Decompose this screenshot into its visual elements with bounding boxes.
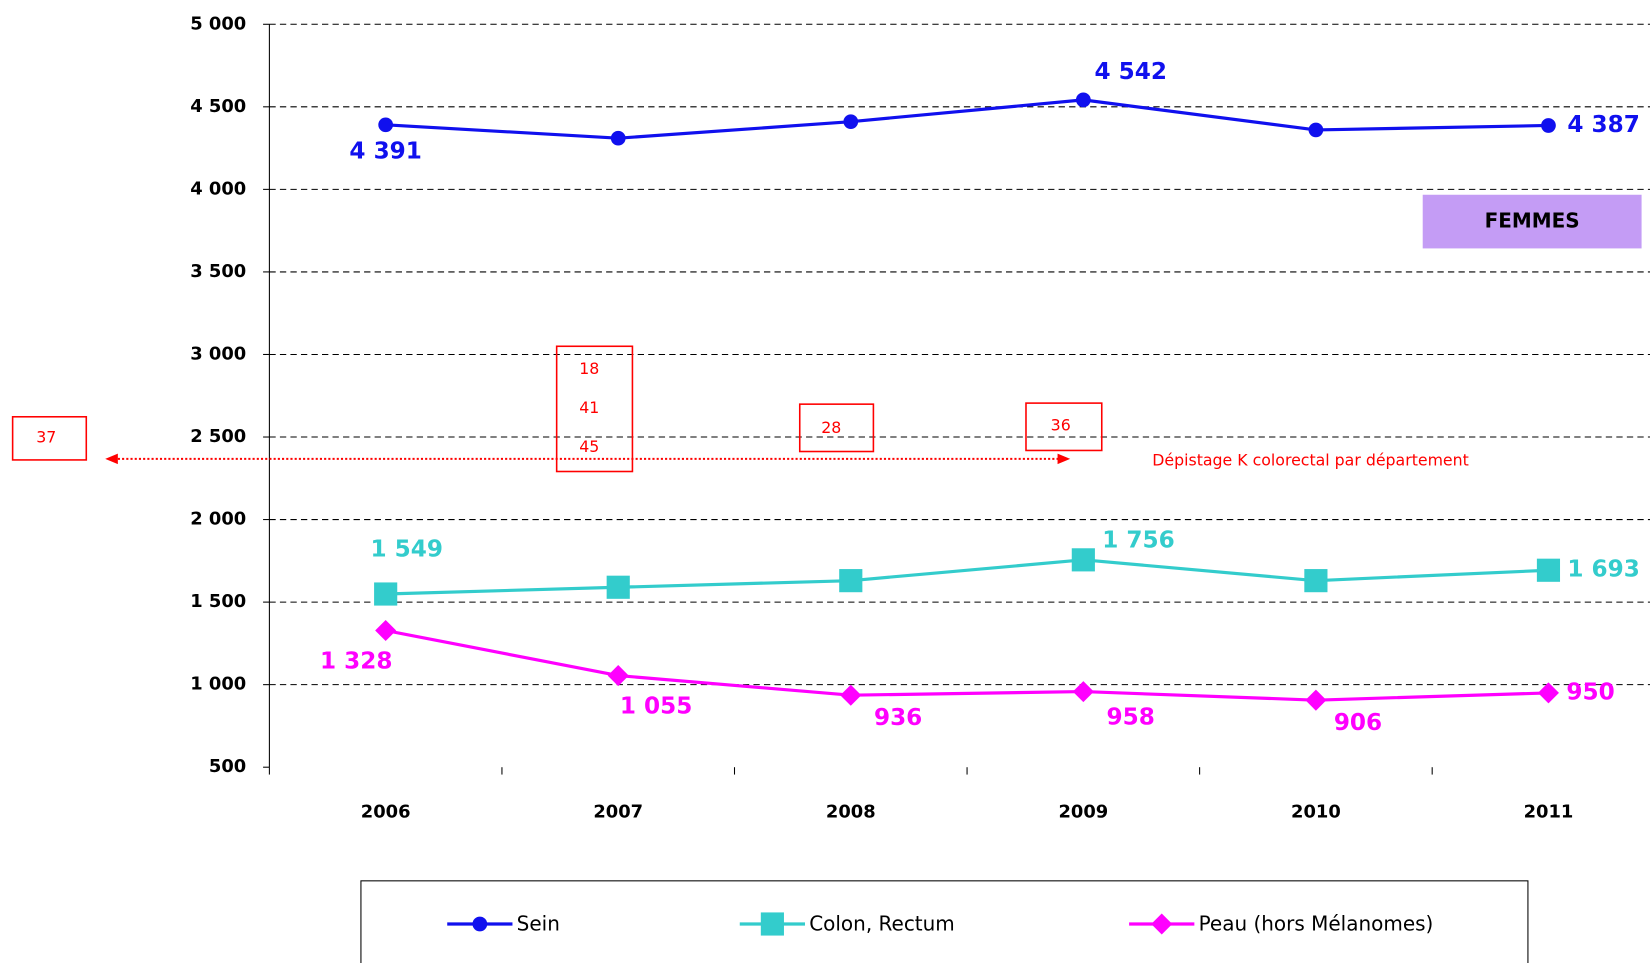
y-tick-label: 3 500 <box>190 261 246 282</box>
legend <box>360 880 1529 963</box>
point <box>606 575 630 599</box>
point <box>839 569 863 593</box>
point <box>1151 913 1173 935</box>
note-box <box>1025 402 1103 452</box>
y-tick-label: 1 500 <box>190 591 246 612</box>
point <box>610 130 626 146</box>
value-label: 1 055 <box>620 694 692 720</box>
note-value: 36 <box>1051 416 1071 435</box>
value-label: 958 <box>1107 704 1155 730</box>
label-box <box>1422 194 1642 249</box>
x-tick-label: 2009 <box>1058 801 1108 822</box>
series-line <box>385 98 1549 140</box>
point <box>1537 682 1559 704</box>
series-line <box>385 558 1549 596</box>
point <box>1071 548 1095 572</box>
value-label: 906 <box>1334 710 1382 736</box>
legend-label: Colon, Rectum <box>809 912 955 936</box>
x-tick-label: 2006 <box>361 801 411 822</box>
point <box>840 684 862 706</box>
y-tick-label: 2 500 <box>190 426 246 447</box>
value-label: 1 328 <box>320 649 392 675</box>
point <box>375 619 397 642</box>
value-label: 1 756 <box>1102 527 1174 553</box>
x-tick-label: 2008 <box>826 801 876 822</box>
arrow-head <box>105 453 118 465</box>
label: FEMMES <box>1485 209 1580 233</box>
legend-label: Sein <box>517 912 560 936</box>
note-box <box>798 403 875 453</box>
value-label: 4 542 <box>1094 59 1166 85</box>
point <box>1536 558 1561 582</box>
note-box <box>11 415 88 461</box>
y-tick-label: 3 000 <box>190 343 246 364</box>
y-tick-label: 5 000 <box>190 13 246 34</box>
note: Dépistage K colorectal par département <box>1152 450 1469 469</box>
arrow-head <box>1057 453 1071 465</box>
point <box>1072 681 1094 703</box>
point <box>1304 569 1328 593</box>
point <box>760 912 784 936</box>
point <box>378 117 394 133</box>
note-value: 18 <box>579 359 599 378</box>
note-value: 41 <box>579 398 599 417</box>
y-tick-label: 4 000 <box>190 178 246 199</box>
value-label: 4 387 <box>1567 112 1639 138</box>
y-tick-label: 4 500 <box>190 96 246 117</box>
point <box>843 114 859 130</box>
point <box>1541 118 1556 133</box>
value-label: 950 <box>1566 679 1614 705</box>
note-value: 45 <box>579 437 599 456</box>
x-tick-label: 2010 <box>1291 801 1341 822</box>
point <box>1308 122 1324 138</box>
x-tick-label: 2007 <box>593 801 643 822</box>
value-label: 4 391 <box>349 139 421 165</box>
value-label: 1 549 <box>370 536 442 562</box>
note-value: 37 <box>36 427 56 446</box>
y-tick-label: 2 000 <box>190 509 246 530</box>
x-tick-label: 2011 <box>1524 801 1574 822</box>
series-line <box>385 628 1549 702</box>
value-label: 1 693 <box>1567 557 1639 583</box>
point <box>472 916 488 932</box>
y-tick-label: 500 <box>209 756 246 777</box>
y-tick-label: 1 000 <box>190 674 246 695</box>
point <box>1075 92 1091 108</box>
point <box>1305 689 1327 711</box>
note-box <box>555 345 634 473</box>
point <box>374 582 398 606</box>
value-label: 936 <box>874 705 922 731</box>
point <box>607 665 629 687</box>
legend-label: Peau (hors Mélanomes) <box>1199 912 1434 936</box>
note-value: 28 <box>821 418 841 437</box>
